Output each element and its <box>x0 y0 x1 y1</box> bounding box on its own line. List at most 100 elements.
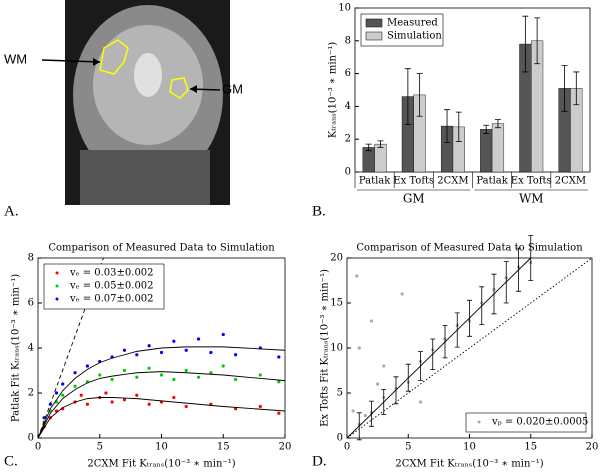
error-bar <box>561 65 568 112</box>
y-tick-label: 10 <box>330 343 343 354</box>
legend-label: vₑ = 0.05±0.002 <box>69 281 154 292</box>
wm-roi <box>99 39 129 75</box>
point <box>110 400 114 404</box>
point <box>110 377 114 382</box>
brain-image: WM GM A. <box>4 0 243 219</box>
point <box>277 411 281 415</box>
error-bar <box>444 109 451 143</box>
point <box>234 407 238 411</box>
point <box>184 348 188 352</box>
y-tick-label: 15 <box>330 298 343 309</box>
y-tick-label: 6 <box>28 298 34 309</box>
legend-box <box>360 13 444 47</box>
wm-arrow <box>41 59 101 63</box>
point <box>258 373 262 377</box>
panel-label: D. <box>312 453 327 469</box>
point <box>221 364 225 368</box>
point <box>234 353 238 357</box>
x-tick-label: 2CXM <box>555 176 586 187</box>
x-tick-label: 15 <box>524 442 537 453</box>
x-tick-label: 10 <box>463 442 476 453</box>
y-tick-label: 0 <box>345 167 351 178</box>
point <box>172 339 176 343</box>
point <box>277 380 281 384</box>
x-tick-label: 5 <box>97 442 103 453</box>
legend-swatch <box>365 18 383 28</box>
y-axis-label: Ex Tofts Fit Kₜᵣₐₙₛ(10⁻³ ∗ min⁻¹) <box>320 269 331 427</box>
point <box>172 395 176 400</box>
legend-label: vₚ = 0.020±0.0005 <box>491 417 588 428</box>
error-bar <box>365 143 372 152</box>
y-tick-label: 0 <box>337 433 343 444</box>
y-tick-label: 20 <box>330 253 343 264</box>
group-label: GM <box>403 192 425 206</box>
point <box>73 384 77 388</box>
point <box>196 375 201 379</box>
error-bar <box>404 68 411 125</box>
error-bar <box>573 71 580 106</box>
legend-marker <box>55 284 59 288</box>
point <box>357 346 361 350</box>
y-tick-label: 0 <box>28 433 34 444</box>
point <box>209 350 213 355</box>
point <box>73 371 77 375</box>
point <box>122 348 127 352</box>
y-tick-label: 4 <box>345 101 351 112</box>
gm-arrowhead <box>190 85 197 93</box>
point <box>147 366 151 370</box>
group-label: WM <box>519 192 544 206</box>
point <box>184 404 188 409</box>
bar <box>491 123 505 173</box>
x-tick-label: Patlak <box>359 176 391 187</box>
x-tick-label: Ex Tofts <box>393 176 434 187</box>
line <box>37 346 286 439</box>
gm-roi <box>169 77 189 99</box>
error-bar <box>416 73 423 117</box>
point <box>122 398 127 402</box>
legend-label: vₑ = 0.03±0.002 <box>69 268 154 279</box>
panel-label: C. <box>4 453 18 469</box>
x-tick-label: Ex Tofts <box>511 176 552 187</box>
chart-title: Comparison of Measured Data to Simulatio… <box>356 243 583 254</box>
point <box>104 391 108 395</box>
y-tick-label: 8 <box>28 253 34 264</box>
y-tick-label: 10 <box>338 3 351 14</box>
point <box>135 393 139 397</box>
y-tick-label: 6 <box>345 68 351 79</box>
bar <box>480 129 493 173</box>
point <box>184 368 188 373</box>
legend-label: vₑ = 0.07±0.002 <box>69 294 154 305</box>
point <box>355 274 359 278</box>
point <box>196 337 201 341</box>
point <box>135 375 139 379</box>
y-tick-label: 5 <box>337 388 343 399</box>
point <box>147 402 151 406</box>
error-bar <box>377 140 384 148</box>
ventricle <box>134 53 162 97</box>
legend-swatch <box>365 31 383 41</box>
x-tick-label: 0 <box>344 442 350 453</box>
line <box>37 257 104 439</box>
y-tick-label: 8 <box>345 35 351 46</box>
x-tick-label: 0 <box>35 442 41 453</box>
legend-marker <box>55 271 59 275</box>
y-tick-label: 2 <box>345 134 351 145</box>
point <box>363 413 367 418</box>
panel-label: B. <box>312 203 326 219</box>
bar <box>374 143 387 173</box>
x-tick-label: 2CXM <box>437 176 468 187</box>
line <box>37 371 286 439</box>
legend-marker <box>477 420 481 424</box>
gm-label: GM <box>222 81 243 96</box>
point <box>221 332 225 337</box>
legend-marker <box>55 297 59 301</box>
y-axis-label: Patlak Fit Kₜᵣₐₙₛ(10⁻³ ∗ min⁻¹) <box>11 274 22 422</box>
x-tick-label: 20 <box>279 442 292 453</box>
x-axis-label: 2CXM Fit Kₜᵣₐₙₛ(10⁻³ ∗ min⁻¹) <box>87 459 235 470</box>
panel-label: A. <box>4 203 19 219</box>
point <box>400 292 404 296</box>
point <box>258 404 262 409</box>
point <box>376 382 380 386</box>
wm-arrowhead <box>93 58 100 66</box>
